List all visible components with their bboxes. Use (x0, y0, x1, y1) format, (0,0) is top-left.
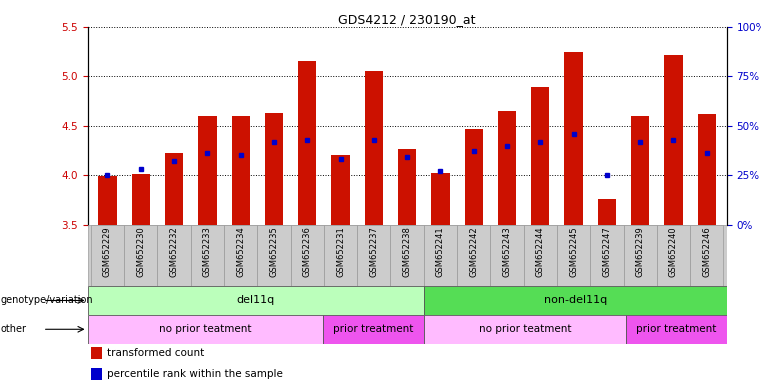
Text: GSM652243: GSM652243 (502, 227, 511, 277)
Bar (265, 113, 283, 225)
Bar (357, 225, 390, 286)
Bar (91, 368, 102, 379)
Bar (165, 154, 183, 225)
Text: percentile rank within the sample: percentile rank within the sample (107, 369, 282, 379)
Bar (597, 199, 616, 225)
Bar (431, 173, 450, 225)
Text: non-del11q: non-del11q (543, 295, 607, 306)
Text: GSM652231: GSM652231 (336, 227, 345, 277)
Bar (324, 225, 357, 286)
Text: GSM652241: GSM652241 (436, 227, 445, 277)
Bar (557, 225, 591, 286)
Bar (231, 116, 250, 225)
Text: prior treatment: prior treatment (636, 324, 716, 334)
Text: GSM652240: GSM652240 (669, 227, 678, 277)
Text: del11q: del11q (237, 295, 275, 306)
Bar (591, 225, 623, 286)
Bar (98, 176, 116, 225)
Bar (390, 225, 424, 286)
Text: GSM652245: GSM652245 (569, 227, 578, 277)
Bar (257, 225, 291, 286)
Bar (158, 225, 191, 286)
Text: prior treatment: prior treatment (333, 324, 414, 334)
Text: GSM652239: GSM652239 (635, 227, 645, 277)
Bar (424, 286, 727, 315)
Bar (323, 315, 424, 344)
Bar (457, 225, 490, 286)
Bar (464, 129, 483, 225)
Bar (191, 225, 224, 286)
Text: GSM652244: GSM652244 (536, 227, 545, 277)
Bar (398, 149, 416, 225)
Bar (524, 225, 557, 286)
Text: GSM652237: GSM652237 (369, 227, 378, 277)
Text: no prior teatment: no prior teatment (159, 324, 252, 334)
Bar (626, 315, 727, 344)
Bar (490, 225, 524, 286)
Text: GSM652242: GSM652242 (470, 227, 478, 277)
Bar (331, 156, 350, 225)
Bar (88, 286, 424, 315)
Text: GSM652247: GSM652247 (603, 227, 611, 277)
Bar (698, 114, 716, 225)
Bar (224, 225, 257, 286)
Text: transformed count: transformed count (107, 348, 204, 358)
Text: no prior teatment: no prior teatment (479, 324, 572, 334)
Text: other: other (1, 324, 27, 334)
Text: GSM652232: GSM652232 (170, 227, 179, 277)
Text: GSM652246: GSM652246 (702, 227, 712, 277)
Bar (91, 348, 102, 359)
Bar (498, 111, 516, 225)
Bar (365, 71, 383, 225)
Text: GSM652236: GSM652236 (303, 227, 312, 277)
Text: GSM652235: GSM652235 (269, 227, 279, 277)
Text: GSM652233: GSM652233 (203, 227, 212, 277)
Text: genotype/variation: genotype/variation (1, 295, 94, 306)
Bar (623, 225, 657, 286)
Bar (631, 116, 649, 225)
Bar (91, 225, 124, 286)
Text: GSM652238: GSM652238 (403, 227, 412, 277)
Bar (657, 225, 690, 286)
Bar (298, 61, 317, 225)
Bar (664, 55, 683, 225)
Text: GSM652234: GSM652234 (236, 227, 245, 277)
Bar (291, 225, 324, 286)
Bar (88, 225, 727, 286)
Bar (132, 174, 150, 225)
Bar (565, 51, 583, 225)
Bar (198, 116, 217, 225)
Text: GSM652229: GSM652229 (103, 227, 112, 277)
Title: GDS4212 / 230190_at: GDS4212 / 230190_at (339, 13, 476, 26)
Text: GSM652230: GSM652230 (136, 227, 145, 277)
Bar (424, 315, 626, 344)
Bar (424, 225, 457, 286)
Bar (88, 315, 323, 344)
Bar (124, 225, 158, 286)
Bar (531, 87, 549, 225)
Bar (690, 225, 724, 286)
